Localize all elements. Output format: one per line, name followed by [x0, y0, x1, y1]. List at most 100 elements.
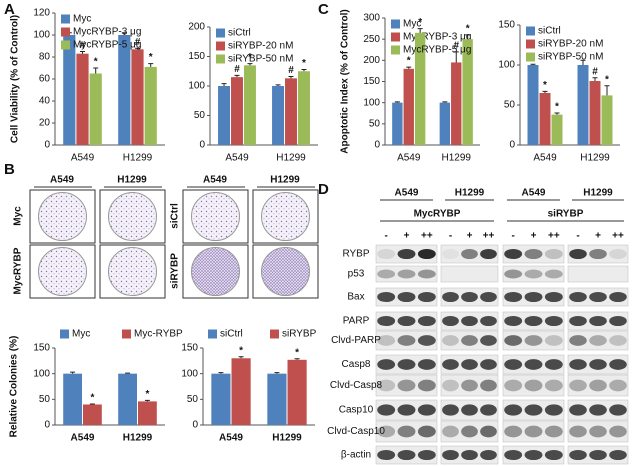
legend-label: MycRYBP-3 μg	[403, 32, 471, 43]
bar	[89, 73, 102, 145]
bar	[76, 53, 89, 146]
significance-mark: *	[555, 102, 559, 113]
bar	[589, 81, 601, 145]
legend-swatch	[526, 52, 535, 62]
y-tick-label: 250	[363, 34, 380, 45]
blot-band	[417, 335, 436, 346]
x-tick-label: A549	[71, 153, 95, 164]
error-bar	[144, 399, 150, 402]
legend-swatch	[526, 26, 535, 36]
legend-label: siRYBP-20 nM	[538, 39, 603, 50]
legend-label: MycRYBP-5 μg	[403, 45, 471, 56]
blot-band	[504, 425, 523, 438]
bar	[272, 86, 285, 145]
blot-band	[442, 248, 459, 260]
bar	[231, 77, 243, 145]
protein-label: Casp10	[339, 405, 374, 416]
y-tick-label: 300	[363, 13, 380, 24]
blot-band	[480, 449, 497, 461]
blot-band	[442, 291, 459, 303]
legend-swatch	[208, 329, 217, 339]
error-bar	[247, 63, 253, 66]
legend-label: siRYBP-20 nM	[228, 41, 293, 52]
blot-band	[480, 425, 497, 438]
blot-band	[609, 291, 627, 303]
blot-band	[544, 269, 563, 279]
blot-band	[442, 335, 459, 346]
legend-swatch	[216, 54, 225, 64]
error-bar	[234, 74, 240, 78]
y-tick-label: 100	[181, 368, 198, 379]
y-tick-label: 120	[33, 8, 50, 19]
protein-label: PARP	[343, 316, 370, 327]
y-axis-label: Cell Viability (% of Control)	[10, 15, 21, 143]
blot-band	[480, 404, 497, 416]
blot-band	[461, 315, 478, 327]
legend-swatch	[60, 329, 69, 339]
legend-label: siCtrl	[220, 329, 243, 340]
error-bar	[554, 112, 560, 115]
blot-band	[377, 379, 396, 392]
blot-band	[377, 269, 396, 279]
blot-band	[524, 404, 543, 416]
y-tick-label: 50	[504, 100, 516, 111]
y-tick-label: 150	[33, 343, 50, 354]
blot-band	[397, 291, 416, 303]
error-bar	[70, 371, 76, 374]
legend-label: MycRYBP-5 μg	[73, 40, 141, 51]
blot-strip	[502, 265, 565, 283]
bar	[63, 373, 82, 425]
blot-band	[377, 359, 396, 370]
blot-band	[589, 404, 607, 416]
blot-band	[480, 315, 497, 327]
blot-band	[504, 449, 523, 461]
lane-sign: -	[384, 231, 387, 242]
legend-swatch	[270, 329, 279, 339]
blot-band	[589, 315, 607, 327]
panel-label: C	[318, 1, 329, 18]
blot-strip	[375, 265, 438, 283]
significance-mark: #	[288, 65, 294, 76]
blot-band	[397, 425, 416, 438]
y-tick-label: 0	[44, 140, 50, 151]
x-tick-label: H1299	[580, 153, 610, 164]
significance-mark: *	[302, 58, 306, 69]
petri-dish	[191, 192, 240, 241]
blot-band	[609, 379, 627, 392]
error-bar	[238, 356, 244, 359]
blot-band	[569, 379, 587, 392]
protein-label: Clvd-Casp10	[327, 426, 385, 437]
blot-band	[377, 291, 396, 303]
protein-label: Clvd-Casp8	[330, 380, 383, 391]
significance-mark: *	[407, 56, 411, 67]
blot-band	[461, 248, 478, 260]
blot-band	[504, 404, 523, 416]
blot-band	[504, 291, 523, 303]
bar	[138, 401, 157, 425]
bar	[211, 373, 231, 425]
petri-dish	[108, 247, 157, 296]
blot-band	[589, 379, 607, 392]
blot-band	[397, 315, 416, 327]
blot-band	[544, 379, 563, 392]
blot-band	[504, 335, 523, 346]
blot-band	[377, 404, 396, 416]
significance-mark: #	[592, 66, 598, 77]
cell-line-header: H1299	[583, 188, 613, 199]
significance-mark: *	[543, 80, 547, 91]
bar	[131, 49, 144, 145]
petri-dish	[191, 247, 240, 296]
bar	[218, 86, 231, 145]
error-bar	[93, 67, 99, 74]
significance-mark: #	[135, 37, 141, 48]
y-tick-label: 20	[39, 118, 51, 129]
blot-band	[417, 315, 436, 327]
bar	[63, 35, 76, 145]
legend-label: Myc	[72, 329, 90, 340]
error-bar	[530, 63, 536, 65]
legend-label: Myc	[73, 14, 91, 25]
legend-swatch	[122, 329, 131, 339]
y-axis-label: Relative Colonies (%)	[9, 336, 20, 438]
error-bar	[542, 90, 548, 93]
blot-band	[609, 425, 627, 438]
